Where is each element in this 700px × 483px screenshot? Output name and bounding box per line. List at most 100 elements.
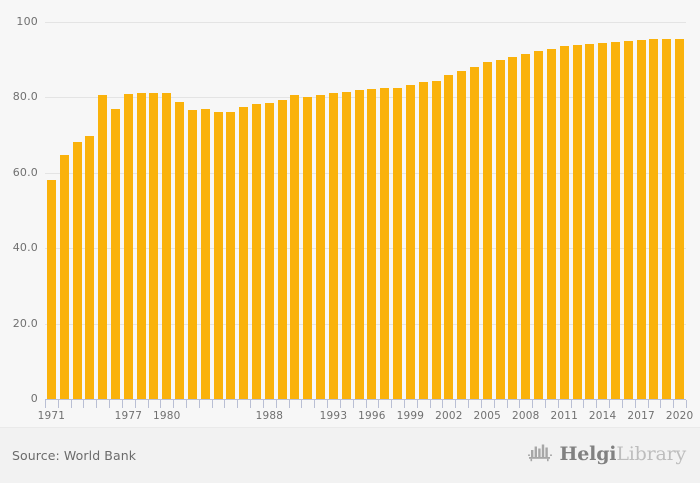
bar[interactable] [187,109,197,399]
bar[interactable] [405,84,415,399]
x-tick [404,400,405,408]
x-tick [519,400,520,408]
bar[interactable] [303,96,313,399]
x-tick [353,400,354,408]
bar[interactable] [431,81,441,399]
x-tick [417,400,418,408]
x-tick [58,400,59,408]
bar[interactable] [136,93,146,399]
bar[interactable] [444,74,454,399]
bar[interactable] [252,104,262,399]
bar[interactable] [649,39,659,399]
bar[interactable] [239,107,249,399]
x-tick [135,400,136,408]
x-tick [571,400,572,408]
x-tick [366,400,367,408]
bar[interactable] [572,45,582,399]
bar[interactable] [469,66,479,399]
bar[interactable] [457,70,467,399]
x-tick [276,400,277,408]
logo-text: HelgiLibrary [560,443,687,465]
x-tick [148,400,149,408]
bar[interactable] [316,94,326,399]
bar[interactable] [162,92,172,399]
bar[interactable] [46,179,56,399]
y-tick-label-100: 100 [16,15,38,28]
bar[interactable] [675,38,685,399]
gridline-100 [45,22,686,23]
x-tick-label-2017: 2017 [627,410,655,422]
helgi-library-logo[interactable]: HelgiLibrary [527,442,687,466]
x-tick [71,400,72,408]
x-axis: 1971 1977 1980 1988 1993 1996 1999 2002 2005 2008… [38,399,693,422]
x-tick-label-2008: 2008 [511,410,540,422]
x-tick-label-2020: 2020 [665,410,694,422]
bar[interactable] [175,101,185,399]
x-tick [686,400,687,408]
bar[interactable] [418,82,428,399]
bar[interactable] [662,38,672,399]
bar[interactable] [85,136,95,399]
bar[interactable] [521,53,531,399]
x-tick [507,400,508,408]
x-tick [558,400,559,408]
bar[interactable] [226,112,236,399]
bar[interactable] [264,102,274,399]
x-tick [289,400,290,408]
gridline-60 [45,172,686,174]
x-tick [378,400,379,408]
bar[interactable] [98,95,108,399]
x-tick [494,400,495,408]
bar[interactable] [623,40,633,399]
bar[interactable] [610,42,620,399]
gridline-20 [45,323,686,325]
x-tick [596,400,597,408]
bar[interactable] [380,87,390,399]
bar[interactable] [367,88,377,399]
x-tick-label-1993: 1993 [319,410,348,422]
bar[interactable] [559,45,569,399]
x-tick [468,400,469,408]
x-tick-label-2002: 2002 [435,410,463,422]
bar[interactable] [341,91,351,399]
x-tick [224,400,225,408]
bar[interactable] [213,112,223,399]
x-tick [648,400,649,408]
x-tick [391,400,392,408]
bar[interactable] [354,89,364,399]
x-tick-label-1996: 1996 [358,410,386,422]
x-tick-label-1980: 1980 [153,410,181,422]
x-tick [481,400,482,408]
x-tick [455,400,456,408]
bar[interactable] [393,87,403,399]
bar[interactable] [508,57,518,399]
x-tick [340,400,341,408]
bar[interactable] [328,92,338,399]
bar[interactable] [495,60,505,399]
bar[interactable] [277,100,287,399]
bar[interactable] [482,61,492,399]
bar[interactable] [546,49,556,399]
x-tick-label-1988: 1988 [255,410,284,422]
bar-series [45,22,686,399]
bar[interactable] [149,92,159,399]
x-tick [301,400,302,408]
bar[interactable] [59,154,69,399]
bar[interactable] [585,43,595,399]
x-tick [199,400,200,408]
x-tick [45,400,46,408]
bar[interactable] [598,42,608,399]
y-axis: 0 20.0 40.0 60.0 80.0 100 [0,0,38,483]
bar[interactable] [290,95,300,399]
x-tick [122,400,123,408]
bar[interactable] [200,109,210,399]
x-tick [83,400,84,408]
bar[interactable] [111,109,120,399]
x-tick [109,400,110,408]
bar[interactable] [123,94,133,399]
x-tick [635,400,636,408]
bar[interactable] [534,51,544,399]
bar[interactable] [636,40,646,399]
bar[interactable] [72,141,82,399]
